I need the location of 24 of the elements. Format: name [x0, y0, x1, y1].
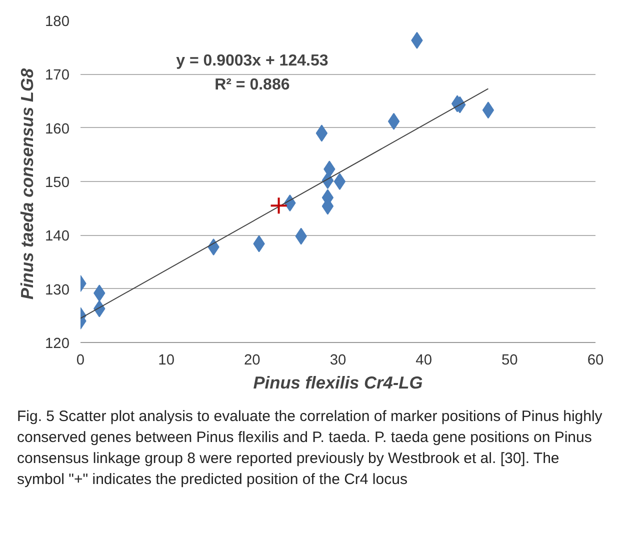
y-tick-label: 180 [45, 14, 70, 30]
point [270, 196, 288, 215]
x-tick-label: 50 [502, 352, 518, 368]
y-tick-label: 120 [45, 336, 70, 352]
x-tick-label: 20 [244, 352, 260, 368]
point [388, 112, 400, 130]
y-tick-label: 130 [45, 282, 70, 298]
y-tick-label: 170 [45, 68, 70, 84]
y-axis-title: Pinus taeda consensus LG8 [17, 68, 38, 300]
y-tick-label: 140 [45, 228, 70, 245]
point [334, 173, 346, 190]
x-tick-label: 30 [330, 352, 346, 368]
annotation: y = 0.9003x + 124.53 [176, 52, 328, 70]
annotation: R² = 0.886 [214, 76, 290, 94]
caption: Fig. 5 Scatter plot analysis to evaluate the correlation of marker positions of Pinus highly conserved genes between Pinus flexilis and P. taeda. P. taeda gene positions on Pinus consensus linkage group 8 were reported previously by Westbrook et al. [30]. The symbol "+" indicates the predicted position of the Cr4 locus [17, 407, 604, 490]
y-tick-label: 150 [45, 175, 70, 191]
point [316, 124, 328, 142]
x-tick-label: 40 [416, 352, 432, 368]
x-tick-label: 60 [587, 352, 604, 368]
x-tick-label: 0 [76, 352, 85, 368]
point [482, 102, 494, 119]
x-tick-label: 10 [158, 352, 174, 368]
y-tick-label: 160 [45, 121, 70, 138]
x-axis-title: Pinus flexilis Cr4-LG [253, 372, 423, 392]
